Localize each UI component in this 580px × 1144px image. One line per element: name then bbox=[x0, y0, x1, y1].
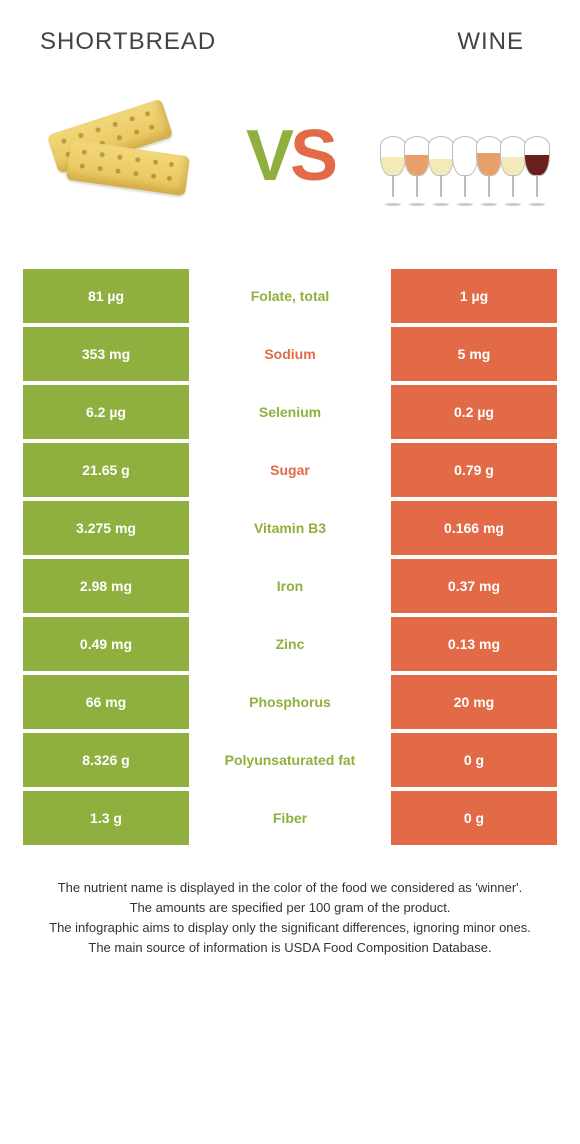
wine-glass-icon bbox=[404, 136, 430, 206]
table-row: 21.65 gSugar0.79 g bbox=[21, 441, 559, 499]
shortbread-image bbox=[30, 86, 200, 226]
nutrient-label: Sugar bbox=[191, 441, 389, 499]
comparison-table: 81 µgFolate, total1 µg353 mgSodium5 mg6.… bbox=[20, 266, 560, 848]
footnote-line: The main source of information is USDA F… bbox=[30, 938, 550, 958]
right-value: 0.166 mg bbox=[389, 499, 559, 557]
wine-glass-icon bbox=[500, 136, 526, 206]
wine-glass-icon bbox=[476, 136, 502, 206]
right-value: 1 µg bbox=[389, 267, 559, 325]
wine-glass-icon bbox=[524, 136, 550, 206]
left-value: 6.2 µg bbox=[21, 383, 191, 441]
nutrient-label: Folate, total bbox=[191, 267, 389, 325]
footnotes: The nutrient name is displayed in the co… bbox=[0, 848, 580, 959]
left-value: 0.49 mg bbox=[21, 615, 191, 673]
left-value: 81 µg bbox=[21, 267, 191, 325]
wine-image bbox=[380, 86, 550, 226]
title-left: SHORTBREAD bbox=[40, 28, 216, 56]
table-row: 6.2 µgSelenium0.2 µg bbox=[21, 383, 559, 441]
right-value: 0.37 mg bbox=[389, 557, 559, 615]
right-value: 0.13 mg bbox=[389, 615, 559, 673]
nutrient-label: Phosphorus bbox=[191, 673, 389, 731]
vs-label: VS bbox=[246, 120, 334, 192]
right-value: 20 mg bbox=[389, 673, 559, 731]
hero-row: VS bbox=[0, 66, 580, 256]
left-value: 66 mg bbox=[21, 673, 191, 731]
right-value: 0 g bbox=[389, 789, 559, 847]
table-row: 2.98 mgIron0.37 mg bbox=[21, 557, 559, 615]
left-value: 21.65 g bbox=[21, 441, 191, 499]
left-value: 1.3 g bbox=[21, 789, 191, 847]
vs-s: S bbox=[290, 116, 334, 196]
nutrient-label: Polyunsaturated fat bbox=[191, 731, 389, 789]
table-row: 8.326 gPolyunsaturated fat0 g bbox=[21, 731, 559, 789]
footnote-line: The nutrient name is displayed in the co… bbox=[30, 878, 550, 898]
footnote-line: The infographic aims to display only the… bbox=[30, 918, 550, 938]
nutrient-label: Vitamin B3 bbox=[191, 499, 389, 557]
nutrient-label: Iron bbox=[191, 557, 389, 615]
nutrient-label: Sodium bbox=[191, 325, 389, 383]
right-value: 5 mg bbox=[389, 325, 559, 383]
right-value: 0.2 µg bbox=[389, 383, 559, 441]
left-value: 3.275 mg bbox=[21, 499, 191, 557]
nutrient-label: Fiber bbox=[191, 789, 389, 847]
left-value: 8.326 g bbox=[21, 731, 191, 789]
vs-v: V bbox=[246, 116, 290, 196]
table-row: 3.275 mgVitamin B30.166 mg bbox=[21, 499, 559, 557]
table-row: 0.49 mgZinc0.13 mg bbox=[21, 615, 559, 673]
title-right: WINE bbox=[457, 28, 524, 56]
left-value: 353 mg bbox=[21, 325, 191, 383]
table-row: 81 µgFolate, total1 µg bbox=[21, 267, 559, 325]
right-value: 0.79 g bbox=[389, 441, 559, 499]
nutrient-label: Selenium bbox=[191, 383, 389, 441]
table-row: 66 mgPhosphorus20 mg bbox=[21, 673, 559, 731]
wine-glass-icon bbox=[452, 136, 478, 206]
right-value: 0 g bbox=[389, 731, 559, 789]
left-value: 2.98 mg bbox=[21, 557, 191, 615]
table-row: 1.3 gFiber0 g bbox=[21, 789, 559, 847]
wine-glass-icon bbox=[380, 136, 406, 206]
wine-glass-icon bbox=[428, 136, 454, 206]
table-row: 353 mgSodium5 mg bbox=[21, 325, 559, 383]
nutrient-label: Zinc bbox=[191, 615, 389, 673]
header: SHORTBREAD WINE bbox=[0, 0, 580, 66]
footnote-line: The amounts are specified per 100 gram o… bbox=[30, 898, 550, 918]
